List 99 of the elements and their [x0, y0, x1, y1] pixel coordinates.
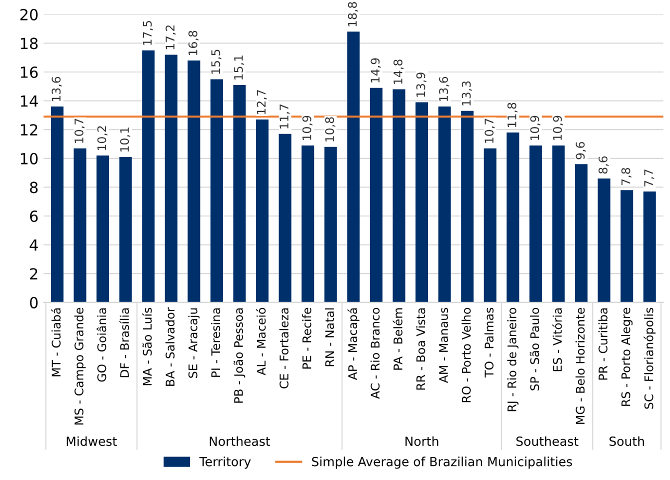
y-tick-label: 10 [20, 152, 38, 164]
bar [119, 156, 132, 302]
x-tick-label: AC - Rio Branco [370, 308, 380, 399]
x-tick-label: RN - Natal [324, 308, 334, 366]
x-tick-label: BA - Salvador [165, 307, 175, 386]
y-tick-label: 14 [20, 95, 38, 107]
bar [164, 54, 178, 302]
data-label: 9,6 [576, 142, 586, 160]
x-tick-label: PA - Belém [392, 308, 402, 370]
data-label: 10,7 [484, 118, 495, 143]
x-tick-label: AL - Maceió [256, 308, 266, 376]
x-tick-label: MT - Cuiabá [51, 308, 61, 376]
bar [370, 88, 382, 302]
x-tick-label: SE - Aracaju [188, 308, 200, 378]
data-label: 10,2 [97, 126, 108, 150]
data-label: 11,7 [280, 104, 290, 128]
legend-label: Territory [199, 456, 251, 469]
y-tick-label: 18 [20, 38, 38, 50]
bar [620, 190, 634, 302]
x-tick-label: DF - Brasília [119, 308, 129, 378]
data-label: 7,8 [621, 168, 632, 185]
bar [324, 146, 337, 302]
bar [50, 106, 64, 302]
bar [256, 120, 269, 302]
bar [96, 156, 110, 302]
x-tick-label: SC - Florianópolis [644, 308, 656, 409]
bar [529, 145, 542, 302]
bar [643, 192, 656, 302]
x-tick-label: MA - São Luís [142, 308, 152, 386]
x-tick-label: PI - Teresina [211, 308, 220, 377]
text: Midwest [66, 436, 117, 446]
data-label: 10,9 [530, 116, 540, 140]
bar [392, 89, 406, 302]
y-tick-label: 0 [30, 296, 38, 308]
data-label: 17,2 [166, 25, 176, 50]
y-tick-label: 8 [30, 182, 38, 194]
y-tick-label: 6 [30, 210, 38, 222]
x-tick-label: RR - Boa Vista [416, 308, 426, 390]
bar [598, 178, 610, 302]
data-label: 16,8 [188, 30, 199, 56]
data-label: 10,1 [120, 128, 130, 152]
data-label: 14,9 [370, 58, 381, 82]
data-label: 10,7 [74, 118, 85, 143]
x-tick-label: SP - São Paulo [530, 308, 540, 390]
bar [302, 145, 314, 302]
bar [347, 32, 360, 302]
data-label: 13,6 [439, 76, 450, 102]
x-tick-label: PB - João Pessoa [234, 308, 246, 403]
bar [506, 132, 520, 302]
bar [552, 145, 565, 302]
text: Southeast [516, 436, 578, 446]
x-tick-label: RS - Porto Alegre [621, 308, 633, 406]
data-label: 7,7 [644, 170, 654, 186]
x-tick-label: RO - Porto Velho [462, 308, 471, 402]
data-label: 15,5 [211, 50, 222, 74]
bar [438, 106, 451, 302]
data-label: 8,6 [598, 156, 609, 174]
text: Northeast [210, 436, 270, 446]
x-tick-label: MS - Campo Grande [74, 308, 86, 424]
x-tick-label: AM - Manaus [439, 308, 448, 383]
x-tick-label: TO - Palmas [484, 308, 494, 378]
x-tick-label: PE - Recife [302, 308, 312, 369]
x-tick-label: CE - Fortaleza [279, 308, 288, 388]
data-label: 11,8 [507, 102, 518, 128]
data-label: 17,5 [143, 20, 153, 45]
x-tick-label: RJ - Rio de Janeiro [507, 308, 519, 412]
bar [74, 148, 86, 302]
data-label: 12,7 [256, 90, 267, 114]
data-label: 14,8 [393, 60, 404, 84]
text: North [406, 436, 438, 446]
bar [416, 102, 428, 302]
bar [142, 50, 155, 302]
y-tick-label: 16 [20, 66, 38, 78]
data-label: 10,9 [552, 116, 564, 140]
y-tick-label: 20 [20, 8, 38, 20]
x-tick-label: AP - Macapá [347, 308, 360, 380]
bar [575, 164, 588, 302]
y-tick-label: 12 [20, 124, 38, 136]
data-label: 13,3 [462, 81, 472, 106]
data-label: 10,8 [325, 117, 336, 142]
legend-label: Simple Average of Brazilian Municipalities [312, 456, 572, 469]
text: South [610, 436, 644, 446]
bar [461, 110, 474, 302]
data-label: 13,6 [52, 76, 62, 102]
bar [188, 60, 200, 302]
bar [233, 84, 246, 302]
data-label: 10,9 [302, 116, 312, 140]
data-label: 13,9 [416, 72, 426, 97]
x-tick-label: MG - Belo Horizonte [576, 308, 585, 424]
y-tick-label: 4 [30, 239, 38, 251]
data-label: 18,8 [348, 2, 358, 26]
data-label: 15,1 [234, 56, 244, 80]
bar [278, 134, 292, 302]
x-tick-label: GO - Goiânia [96, 308, 106, 382]
x-tick-label: ES - Vitória [552, 308, 562, 372]
x-tick-label: PR - Curitiba [598, 308, 608, 380]
bar [484, 148, 496, 302]
y-tick-label: 2 [30, 268, 38, 280]
bar [210, 79, 223, 302]
